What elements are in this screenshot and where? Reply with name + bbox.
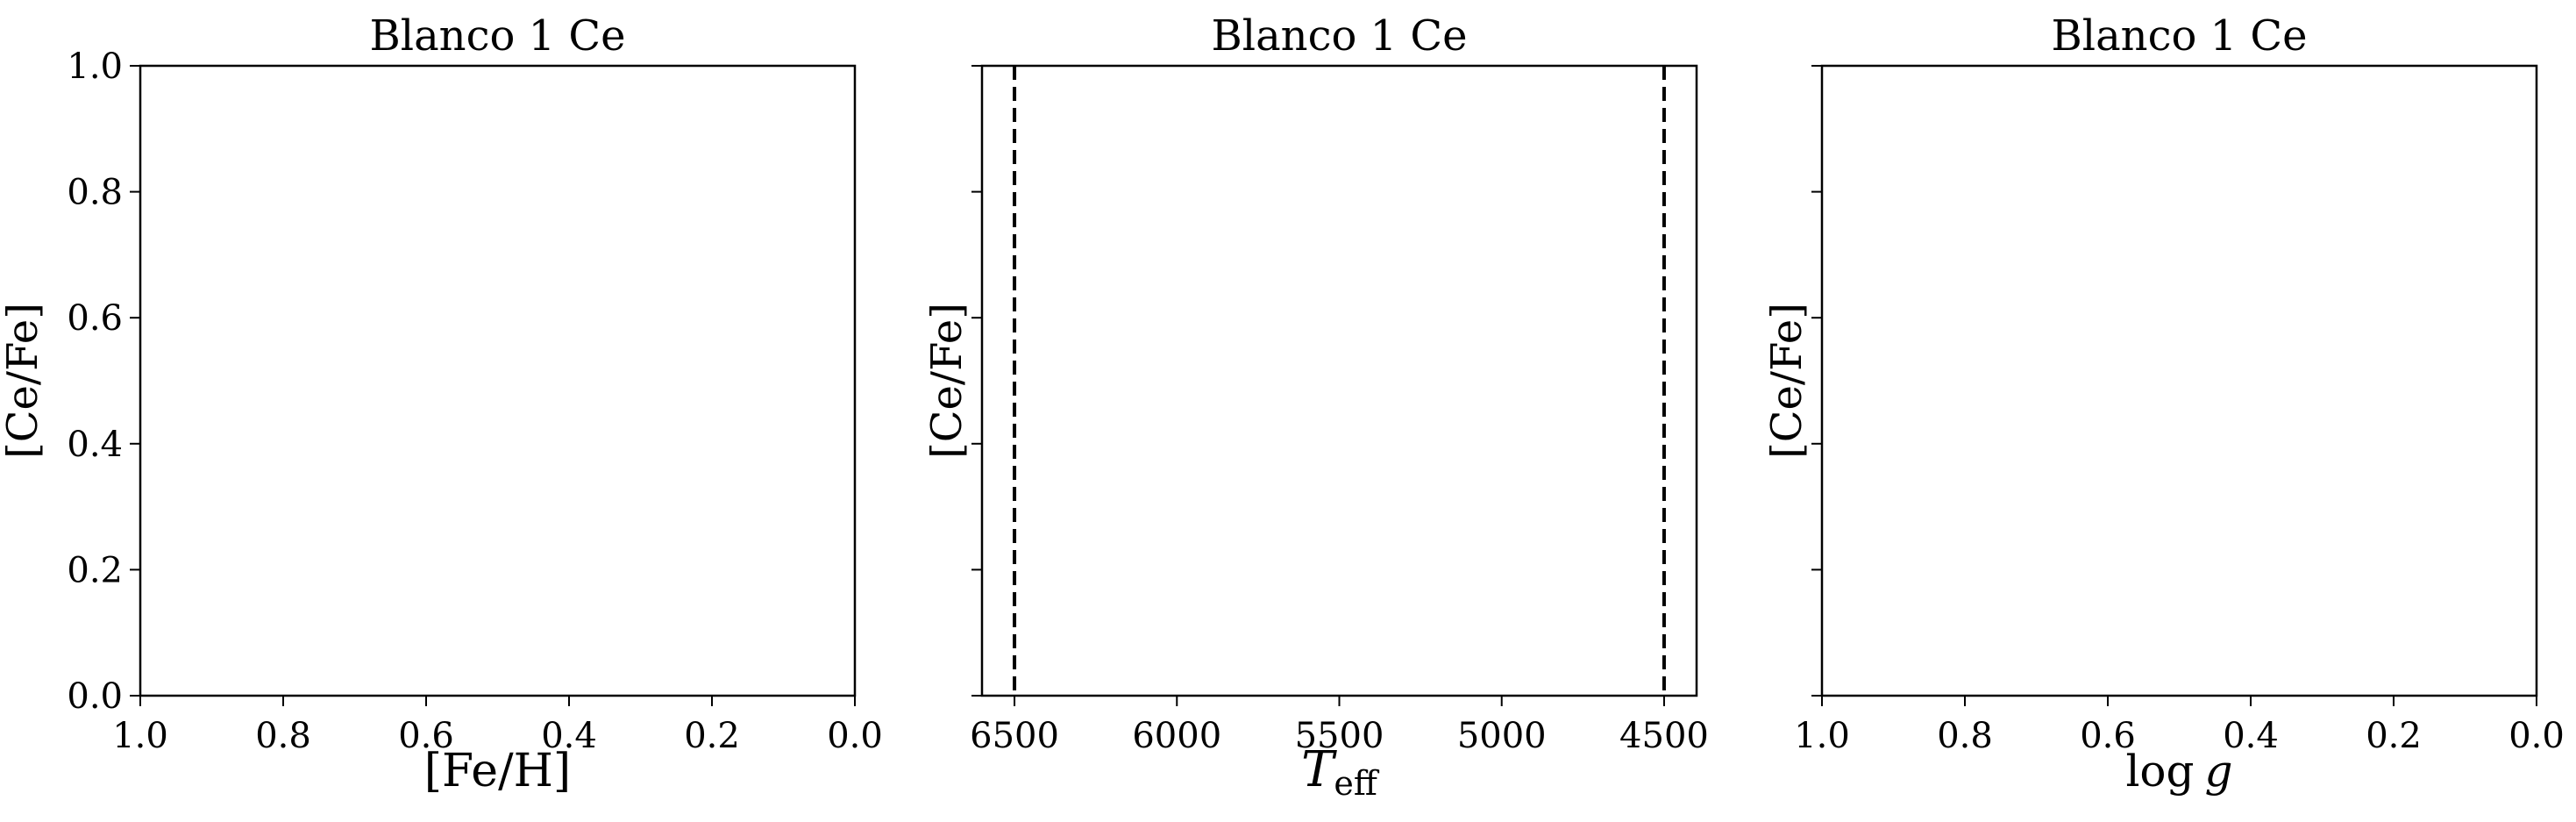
panel-title: Blanco 1 Ce (1211, 11, 1467, 61)
x-tick-label: 0.0 (2508, 716, 2565, 756)
x-tick-label: 0.2 (684, 716, 740, 756)
axis-ticks: 1.0 0.8 0.6 0.4 0.2 0.0 (1794, 65, 2565, 756)
x-axis-label-variable: g (2205, 746, 2233, 797)
x-tick-label: 0.6 (398, 716, 454, 756)
x-tick-label: 0.4 (541, 716, 597, 756)
x-tick-label: 0.8 (1937, 716, 1993, 756)
panel-title: Blanco 1 Ce (2051, 11, 2307, 61)
axis-ticks: 1.0 0.8 0.6 0.4 0.2 0.0 0.0 0.2 0.4 0.6 0.8 1.0 (67, 46, 882, 756)
panel-logg: Blanco 1 Ce [Ce/Fe] log g 1.0 0.8 0.6 0.4 0.2… (1762, 11, 2565, 797)
y-tick-label: 0.2 (67, 550, 123, 590)
y-axis-label: [Ce/Fe] (1762, 303, 1811, 459)
x-tick-label: 0.6 (2080, 716, 2136, 756)
x-axis-label: Teff (1301, 741, 1380, 803)
x-axis-label: log g (2125, 746, 2232, 797)
y-axis-label: [Ce/Fe] (922, 303, 971, 459)
y-tick-label: 1.0 (67, 46, 123, 87)
y-axis-label: [Ce/Fe] (0, 303, 47, 459)
x-axis-label-main: log (2125, 746, 2194, 797)
x-tick-label: 6000 (1132, 716, 1221, 756)
x-tick-label: 6500 (970, 716, 1059, 756)
y-tick-label: 0.6 (67, 298, 123, 339)
x-tick-label: 1.0 (112, 716, 168, 756)
axes-frame (1820, 64, 2538, 697)
panel-title: Blanco 1 Ce (369, 11, 625, 61)
x-axis-label-subscript: eff (1334, 764, 1379, 803)
y-tick-label: 0.8 (67, 173, 123, 213)
axis-ticks: 6500 6000 5500 5000 4500 (970, 65, 1709, 756)
panel-teff: Blanco 1 Ce [Ce/Fe] Teff 6500 6000 5500 500… (922, 11, 1709, 803)
x-tick-label: 1.0 (1794, 716, 1850, 756)
x-tick-label: 5000 (1457, 716, 1547, 756)
x-tick-label: 5500 (1295, 716, 1384, 756)
axes-frame (980, 64, 1698, 697)
panel-feh: Blanco 1 Ce [Ce/Fe] [Fe/H] 1.0 0.8 0.6 0.4 0… (0, 11, 883, 797)
axes-frame (139, 64, 857, 697)
y-tick-label: 0.0 (67, 676, 123, 717)
y-tick-label: 0.4 (67, 425, 123, 465)
x-tick-label: 0.8 (255, 716, 311, 756)
x-tick-label: 0.2 (2366, 716, 2422, 756)
x-tick-label: 0.0 (827, 716, 883, 756)
x-axis-label: [Fe/H] (424, 745, 571, 797)
x-tick-label: 4500 (1619, 716, 1709, 756)
x-tick-label: 0.4 (2223, 716, 2279, 756)
x-axis-label-main: T (1301, 741, 1337, 798)
